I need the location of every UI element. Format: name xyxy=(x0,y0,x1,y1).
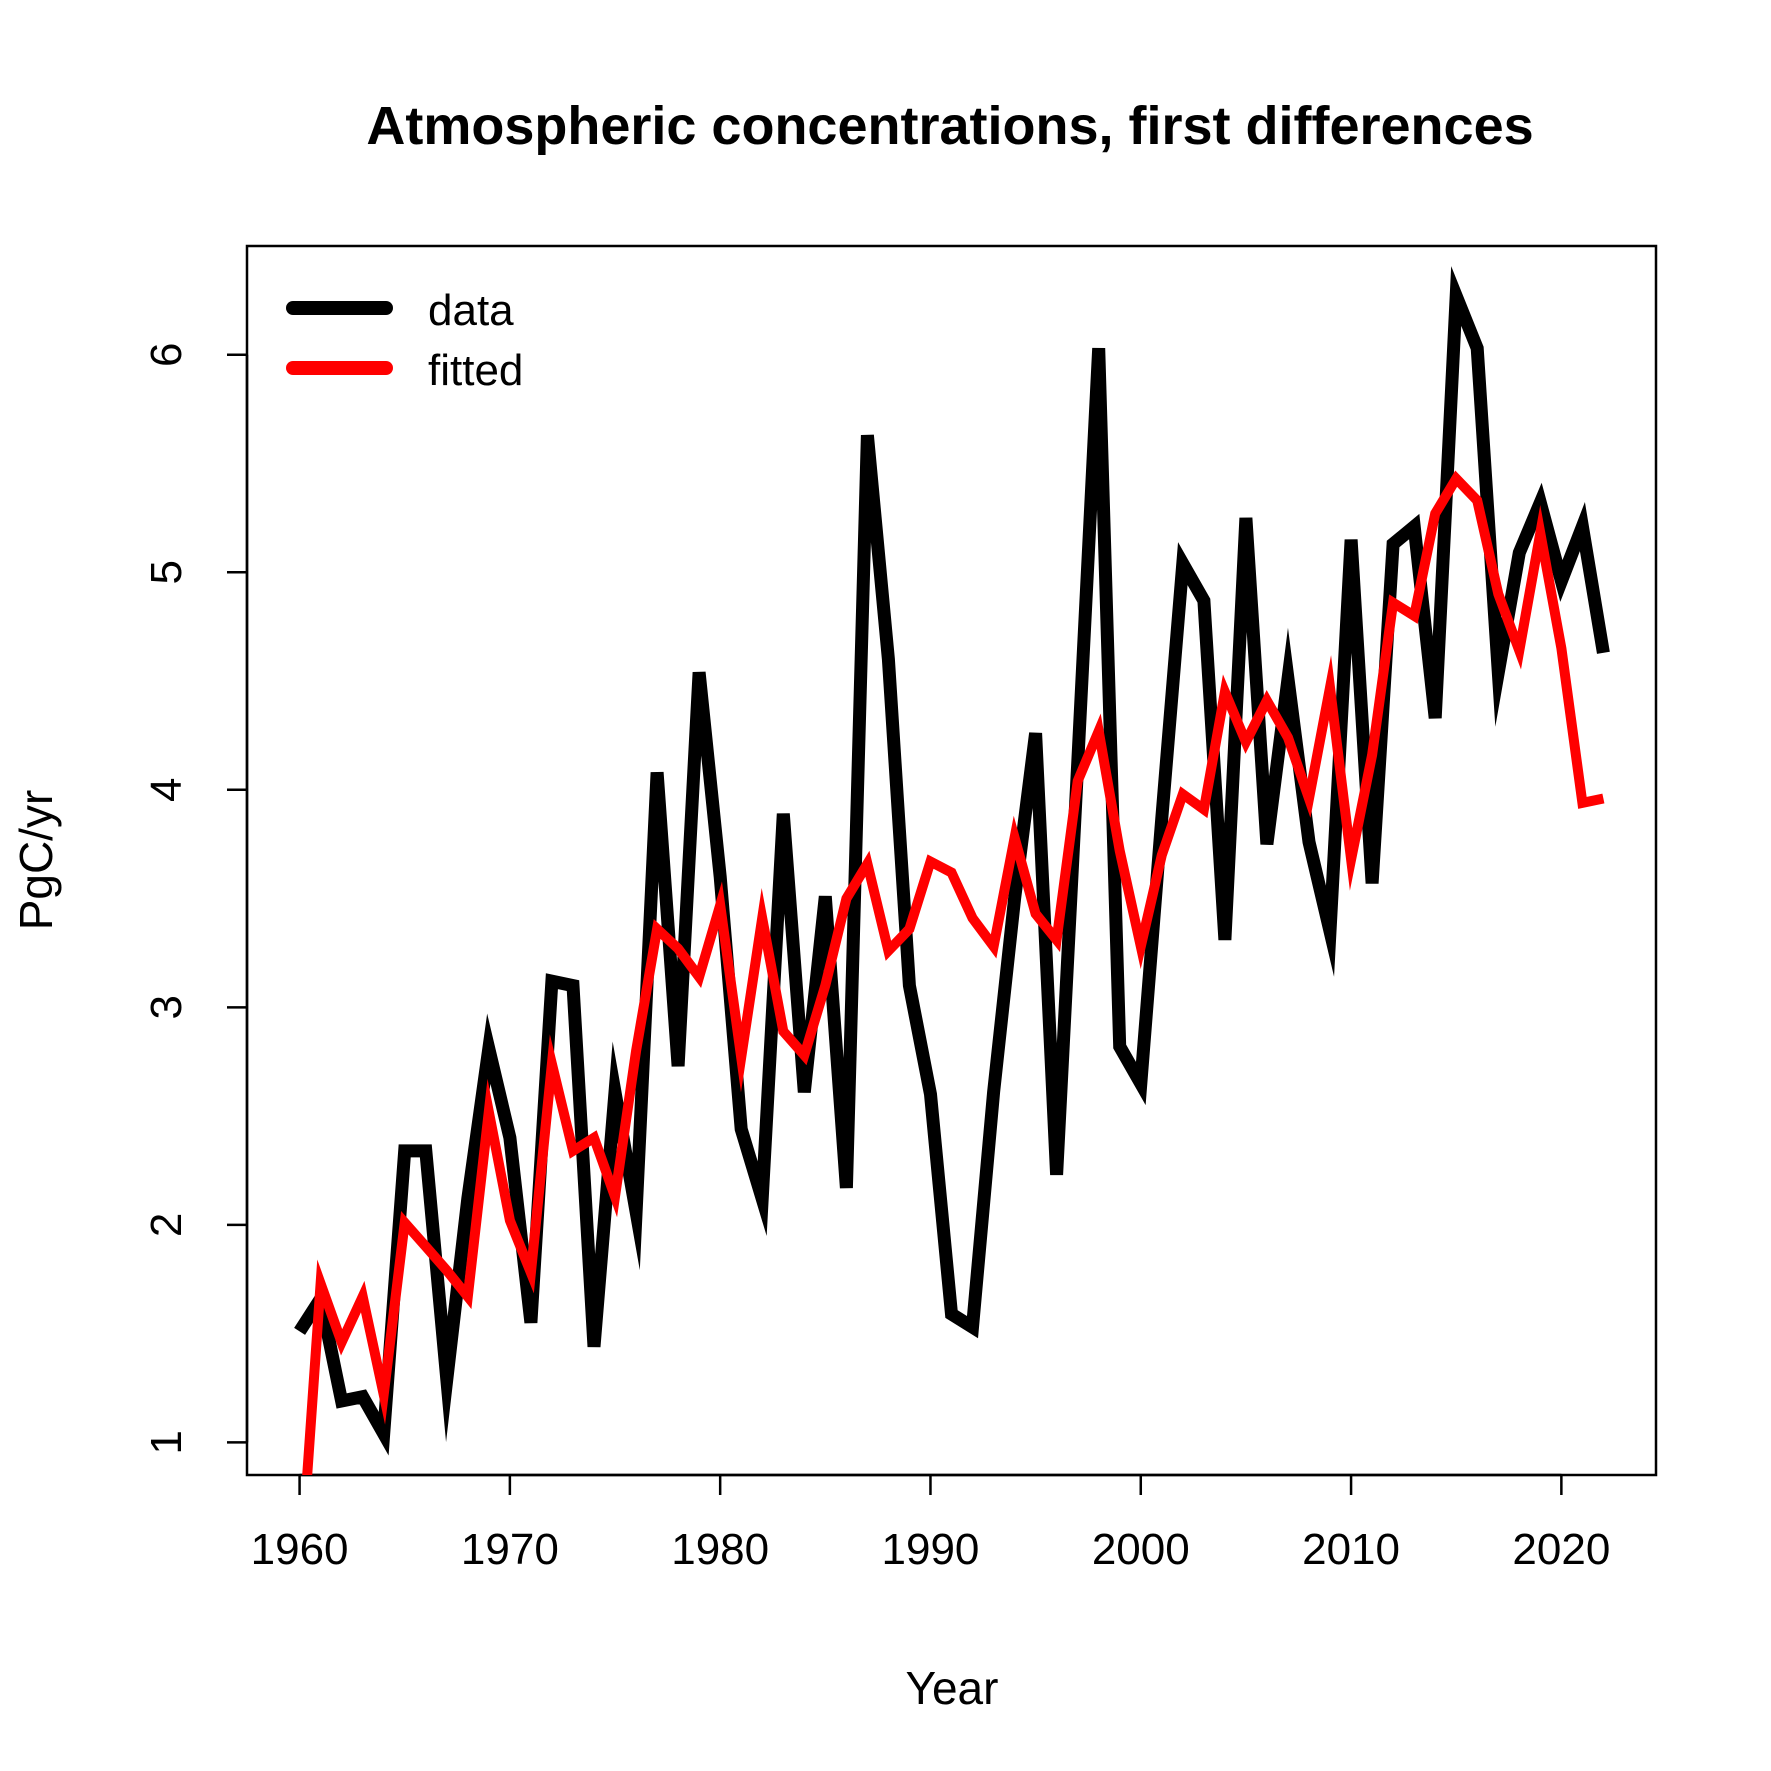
y-tick-label-5: 5 xyxy=(142,560,191,584)
y-axis-label: PgC/yr xyxy=(10,790,62,931)
y-tick-label-6: 6 xyxy=(142,343,191,367)
x-tick-label-2020: 2020 xyxy=(1512,1525,1610,1574)
legend-label-fitted: fitted xyxy=(428,346,523,395)
y-tick-label-3: 3 xyxy=(142,995,191,1019)
x-tick-label-1960: 1960 xyxy=(251,1525,349,1574)
y-tick-label-2: 2 xyxy=(142,1213,191,1237)
x-tick-label-2000: 2000 xyxy=(1092,1525,1190,1574)
chart-title: Atmospheric concentrations, first differ… xyxy=(366,96,1533,156)
series-line-data xyxy=(294,266,1610,1456)
y-tick-label-1: 1 xyxy=(142,1430,191,1454)
y-tick-label-4: 4 xyxy=(142,778,191,802)
x-tick-label-1980: 1980 xyxy=(671,1525,769,1574)
y-axis: 1 2 3 4 5 6 xyxy=(142,343,249,1455)
series-layer xyxy=(294,266,1610,1475)
x-axis: 1960 1970 1980 1990 2000 2010 2020 xyxy=(251,1473,1610,1574)
x-tick-label-1990: 1990 xyxy=(882,1525,980,1574)
x-tick-label-2010: 2010 xyxy=(1302,1525,1400,1574)
legend-label-data: data xyxy=(428,286,514,335)
x-axis-label: Year xyxy=(906,1662,999,1714)
legend: data fitted xyxy=(286,286,523,395)
x-tick-label-1970: 1970 xyxy=(461,1525,559,1574)
series-line-fitted xyxy=(302,470,1605,1475)
